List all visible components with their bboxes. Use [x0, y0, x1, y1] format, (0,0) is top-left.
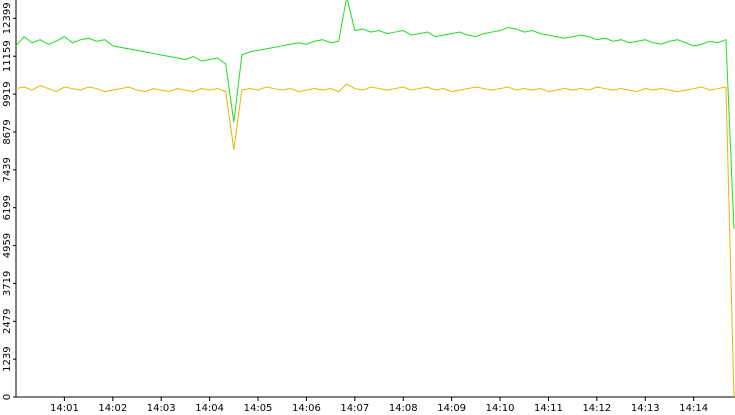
- x-tick-label: 14:02: [98, 403, 127, 414]
- x-tick-label: 14:03: [147, 403, 176, 414]
- y-tick-label: 8679: [2, 119, 13, 144]
- y-tick-label: 12399: [2, 2, 13, 34]
- y-tick-label: 9919: [2, 81, 13, 106]
- x-tick-label: 14:14: [679, 403, 708, 414]
- x-tick-label: 14:10: [486, 403, 515, 414]
- x-tick-label: 14:09: [437, 403, 466, 414]
- y-tick-label: 6199: [2, 195, 13, 220]
- x-tick-label: 14:11: [534, 403, 563, 414]
- x-tick-label: 14:06: [292, 403, 321, 414]
- y-tick-label: 0: [2, 394, 13, 400]
- x-tick-label: 14:08: [389, 403, 418, 414]
- y-tick-label: 2479: [2, 309, 13, 334]
- x-tick-label: 14:05: [244, 403, 273, 414]
- series-line: [15, 0, 735, 230]
- series-line: [15, 83, 735, 398]
- x-tick-label: 14:07: [340, 403, 369, 414]
- x-tick-label: 14:12: [582, 403, 611, 414]
- y-tick-label: 3719: [2, 271, 13, 296]
- y-tick-label: 1239: [2, 346, 13, 371]
- x-tick-label: 14:01: [50, 403, 79, 414]
- y-tick-label: 11159: [2, 40, 13, 72]
- y-tick-label: 7439: [2, 157, 13, 182]
- y-tick-label: 4959: [2, 233, 13, 258]
- x-tick-label: 14:04: [195, 403, 224, 414]
- x-tick-label: 14:13: [631, 403, 660, 414]
